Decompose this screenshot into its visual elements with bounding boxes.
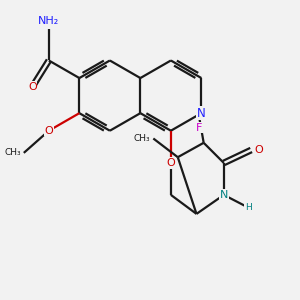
Text: O: O — [28, 82, 37, 92]
Text: N: N — [197, 107, 206, 120]
Text: CH₃: CH₃ — [134, 134, 150, 143]
Text: NH₂: NH₂ — [38, 16, 59, 26]
Text: H: H — [245, 203, 252, 212]
Text: O: O — [167, 158, 175, 168]
Text: O: O — [44, 126, 53, 136]
Text: O: O — [254, 145, 263, 155]
Text: N: N — [220, 190, 228, 200]
Text: CH₃: CH₃ — [4, 148, 21, 158]
Text: F: F — [196, 123, 203, 133]
